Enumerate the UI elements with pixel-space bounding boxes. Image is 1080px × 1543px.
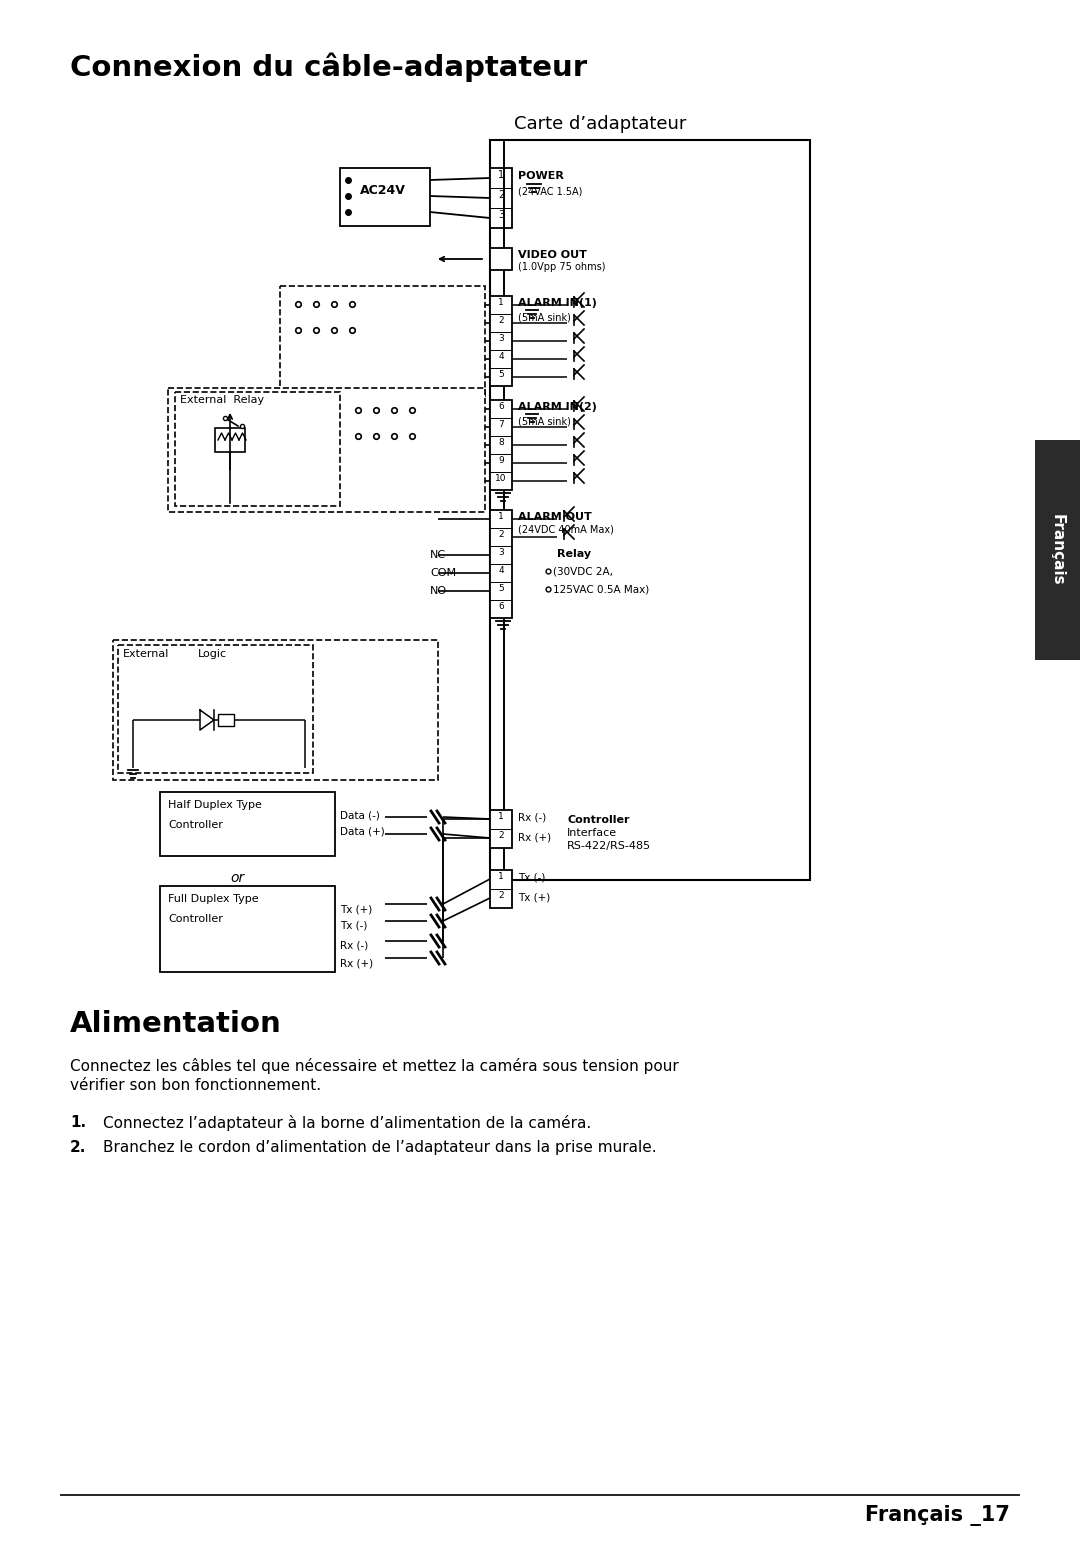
Text: (24VDC 40mA Max): (24VDC 40mA Max) (518, 525, 613, 534)
Text: ALARM IN(1): ALARM IN(1) (518, 298, 597, 309)
Text: 2: 2 (498, 832, 503, 839)
Text: (30VDC 2A,: (30VDC 2A, (553, 566, 613, 576)
Text: RS-422/RS-485: RS-422/RS-485 (567, 841, 651, 852)
Text: Rx (+): Rx (+) (518, 832, 551, 842)
Text: External: External (123, 650, 170, 659)
Text: Controller: Controller (168, 819, 222, 830)
Text: Connectez les câbles tel que nécessaire et mettez la caméra sous tension pour: Connectez les câbles tel que nécessaire … (70, 1058, 678, 1074)
Bar (215, 427, 245, 452)
Text: 4: 4 (498, 352, 503, 361)
Text: Alimentation: Alimentation (70, 1011, 282, 1038)
Text: Logic: Logic (198, 650, 227, 659)
Text: COM: COM (430, 568, 456, 579)
Bar (490, 168, 512, 228)
Text: Relay: Relay (557, 549, 591, 559)
Bar (168, 387, 485, 512)
Text: 7: 7 (498, 420, 504, 429)
Text: ALARM IN(2): ALARM IN(2) (518, 403, 597, 412)
Text: Tx (-): Tx (-) (340, 921, 367, 930)
Bar (113, 640, 438, 781)
Text: or: or (230, 870, 244, 886)
Text: 1: 1 (498, 170, 504, 181)
Text: Français: Français (1050, 514, 1065, 586)
Text: (24VAC 1.5A): (24VAC 1.5A) (518, 187, 582, 196)
Text: 1.: 1. (70, 1116, 86, 1129)
Text: 8: 8 (498, 438, 504, 447)
Bar (340, 168, 430, 225)
Bar (160, 886, 335, 972)
Bar (490, 810, 512, 849)
Bar (175, 392, 340, 506)
Text: 3: 3 (498, 210, 504, 221)
Text: Rx (-): Rx (-) (340, 941, 368, 950)
Text: (5mA sink): (5mA sink) (518, 417, 571, 426)
Text: 1: 1 (498, 872, 504, 881)
Text: Branchez le cordon d’alimentation de l’adaptateur dans la prise murale.: Branchez le cordon d’alimentation de l’a… (103, 1140, 657, 1156)
Text: 1: 1 (498, 298, 504, 307)
Bar (218, 714, 234, 727)
Text: 5: 5 (498, 370, 504, 380)
Text: Data (+): Data (+) (340, 827, 384, 836)
Text: 2: 2 (498, 316, 503, 326)
Text: (1.0Vpp 75 ohms): (1.0Vpp 75 ohms) (518, 262, 606, 272)
Text: External  Relay: External Relay (180, 395, 265, 404)
Text: 4: 4 (498, 566, 503, 576)
Text: POWER: POWER (518, 171, 564, 181)
Text: Rx (+): Rx (+) (340, 958, 373, 967)
Text: ALARM OUT: ALARM OUT (518, 512, 592, 522)
Text: Half Duplex Type: Half Duplex Type (168, 799, 261, 810)
Bar (118, 645, 313, 773)
Text: Rx (-): Rx (-) (518, 813, 546, 822)
Text: Data (-): Data (-) (340, 810, 380, 819)
Bar (490, 248, 512, 270)
Text: Français _17: Français _17 (865, 1504, 1010, 1526)
Bar (490, 511, 512, 619)
Text: 9: 9 (498, 457, 504, 464)
Text: VIDEO OUT: VIDEO OUT (518, 250, 586, 261)
Text: 1: 1 (498, 512, 504, 522)
Bar (490, 140, 810, 880)
Text: NC: NC (430, 549, 446, 560)
Text: Interface: Interface (567, 829, 617, 838)
Text: Controller: Controller (168, 913, 222, 924)
Text: Carte d’adaptateur: Carte d’adaptateur (514, 116, 686, 133)
Bar (1035, 440, 1080, 660)
Text: 2: 2 (498, 890, 503, 900)
Bar (160, 792, 335, 856)
Text: 2: 2 (498, 529, 503, 539)
Text: Connexion du câble-adaptateur: Connexion du câble-adaptateur (70, 52, 588, 82)
Text: NO: NO (430, 586, 447, 596)
Text: 6: 6 (498, 602, 504, 611)
Text: 5: 5 (498, 583, 504, 593)
Text: Full Duplex Type: Full Duplex Type (168, 893, 258, 904)
Text: vérifier son bon fonctionnement.: vérifier son bon fonctionnement. (70, 1079, 321, 1092)
Text: 1: 1 (498, 812, 504, 821)
Bar (280, 285, 485, 397)
Text: 10: 10 (496, 474, 507, 483)
Text: AC24V: AC24V (360, 184, 406, 196)
Bar (490, 296, 512, 386)
Text: 3: 3 (498, 333, 504, 343)
Text: 3: 3 (498, 548, 504, 557)
Text: Tx (+): Tx (+) (518, 892, 550, 903)
Text: 6: 6 (498, 403, 504, 410)
Text: Connectez l’adaptateur à la borne d’alimentation de la caméra.: Connectez l’adaptateur à la borne d’alim… (103, 1116, 591, 1131)
Text: Controller: Controller (567, 815, 630, 826)
Text: 2.: 2. (70, 1140, 86, 1156)
Text: Tx (+): Tx (+) (340, 904, 373, 913)
Text: (5mA sink): (5mA sink) (518, 312, 571, 322)
Text: 125VAC 0.5A Max): 125VAC 0.5A Max) (553, 583, 649, 594)
Text: Tx (-): Tx (-) (518, 873, 545, 883)
Text: 2: 2 (498, 190, 504, 201)
Bar (490, 400, 512, 491)
Bar (490, 870, 512, 907)
